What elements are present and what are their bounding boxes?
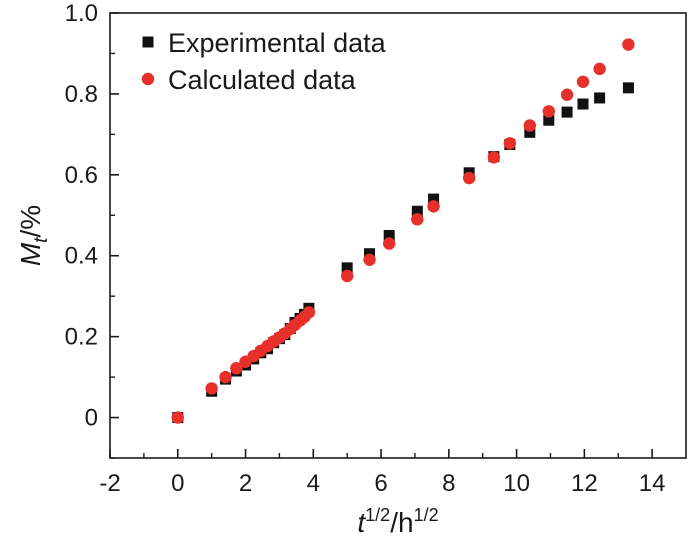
y-tick-label: 0.8 — [65, 81, 98, 108]
legend-item: Calculated data — [141, 65, 357, 95]
x-axis-label-sup2: 1/2 — [414, 505, 439, 525]
legend-label: Calculated data — [168, 65, 357, 95]
legend-item: Experimental data — [142, 28, 387, 58]
experimental-point — [561, 106, 573, 118]
experimental-point — [543, 114, 555, 126]
series-1 — [172, 82, 634, 424]
x-tick-label: 6 — [374, 470, 387, 497]
experimental-point — [524, 126, 536, 138]
experimental-point — [341, 262, 353, 274]
calculated-point — [622, 38, 635, 51]
x-axis-label-main: t — [357, 507, 366, 538]
calculated-point — [302, 306, 316, 319]
x-axis-label-sup1: 1/2 — [365, 505, 390, 525]
experimental-point — [411, 205, 423, 217]
experimental-point — [428, 193, 440, 205]
calculated-point — [487, 151, 501, 164]
calculated-point — [576, 75, 590, 88]
data-points — [171, 38, 635, 424]
calculated-point — [382, 237, 396, 250]
x-tick-label: 8 — [442, 470, 455, 497]
x-tick-label: 14 — [639, 470, 666, 497]
calculated-point — [411, 213, 424, 226]
calculated-point — [205, 382, 218, 395]
x-tick-label: 4 — [307, 470, 320, 497]
calculated-point — [230, 361, 243, 375]
legend-square-marker — [142, 36, 154, 48]
legend-label: Experimental data — [168, 28, 387, 58]
y-tick-label: 0.6 — [65, 162, 98, 189]
calculated-point — [340, 269, 354, 283]
axis-tick-labels: -2 0 2 4 6 8 10 12 14 0 0.2 0.4 0.6 0.8 1.0 — [65, 0, 666, 497]
x-tick-label: 2 — [239, 470, 252, 497]
calculated-point — [542, 105, 555, 118]
y-tick-label: 1.0 — [65, 0, 98, 27]
experimental-point — [594, 92, 606, 104]
x-tick-label: 12 — [571, 470, 598, 497]
legend-circle-marker — [141, 72, 155, 86]
calculated-point — [427, 200, 440, 213]
calculated-point — [503, 137, 517, 150]
calculated-point — [171, 411, 184, 424]
x-tick-label: 0 — [171, 470, 184, 497]
legend: Experimental data Calculated data — [141, 28, 387, 95]
experimental-point — [577, 98, 589, 110]
x-tick-label: 10 — [503, 470, 530, 497]
x-axis-label: t1/2/h1/2 — [357, 505, 438, 538]
calculated-point — [462, 171, 476, 185]
calculated-point — [363, 253, 376, 266]
experimental-point — [622, 82, 634, 94]
calculated-point — [593, 62, 606, 76]
calculated-point — [219, 370, 232, 384]
y-axis-label: Mt/% — [15, 205, 52, 266]
series-2 — [171, 38, 635, 424]
y-axis-label-sub: t — [31, 237, 52, 243]
calculated-point — [560, 88, 574, 101]
y-tick-label: 0 — [85, 405, 98, 432]
y-tick-label: 0.4 — [65, 243, 98, 270]
calculated-point — [523, 119, 537, 132]
y-axis-label-tail: /% — [15, 205, 46, 238]
axis-ticks — [109, 12, 653, 459]
experimental-point — [383, 230, 395, 241]
plot-area-frame — [109, 12, 687, 459]
x-tick-label: -2 — [99, 470, 120, 497]
y-tick-label: 0.2 — [65, 324, 98, 351]
x-axis-label-mid: /h — [390, 507, 413, 538]
y-axis-label-main: M — [15, 242, 46, 266]
